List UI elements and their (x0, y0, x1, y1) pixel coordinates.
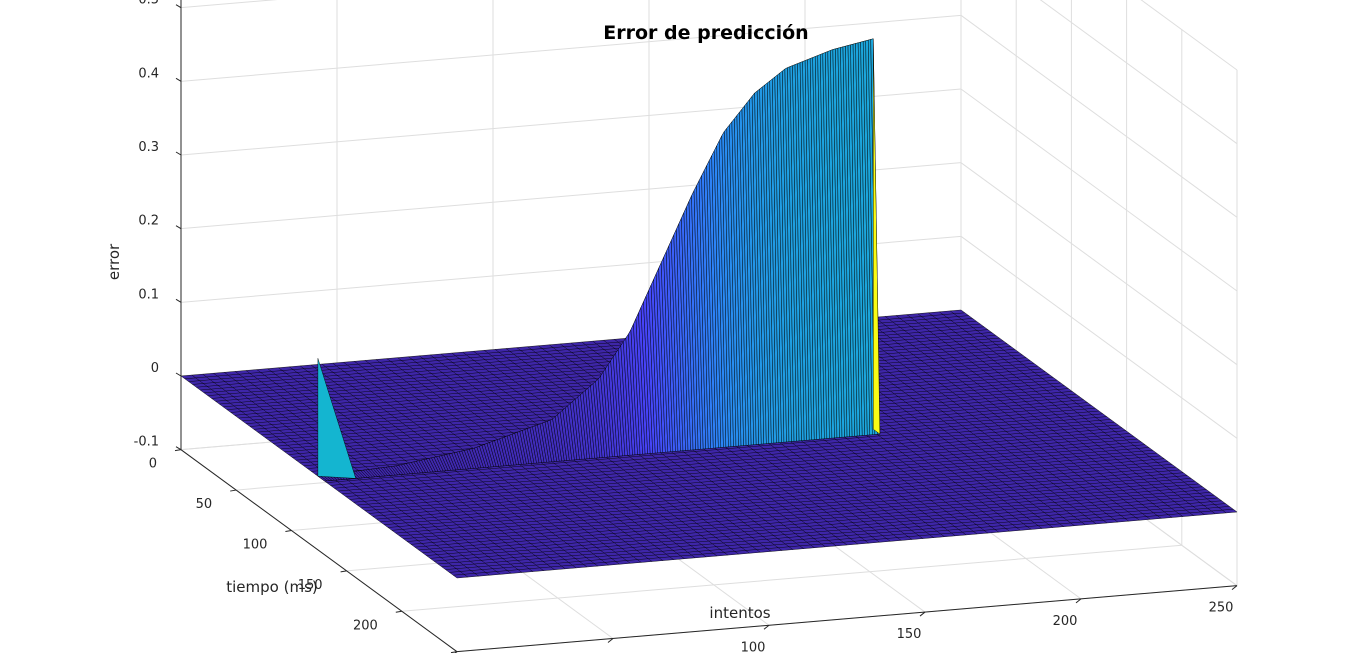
surface-mesh-line (445, 503, 1226, 570)
surface-mesh-line (453, 508, 1234, 576)
surface-end-cap (873, 38, 881, 435)
surface-mesh-line (437, 497, 1218, 565)
side-wall-grid-z (1039, 0, 1238, 145)
y-tick-mark (174, 449, 182, 452)
side-wall-grid-z (960, 14, 1238, 218)
surface-mesh-line (928, 312, 1205, 515)
x-tick-mark (1231, 585, 1238, 591)
surface-mesh-line (895, 315, 1173, 518)
surface-mesh-line (422, 486, 1203, 553)
x-tick-label: 100 (741, 640, 766, 653)
surface-mesh-line (939, 311, 1216, 515)
x-tick-label: 200 (1053, 614, 1078, 629)
surface-mesh-line (874, 317, 1151, 520)
y-tick-label: 50 (196, 497, 213, 512)
side-wall-grid-z (960, 88, 1238, 292)
surface-mesh-line (906, 314, 1183, 517)
y-tick-label: 100 (243, 537, 268, 552)
axis-layer: 050100150200250050100150200250-0.100.10.… (134, 0, 1238, 653)
z-tick-mark (175, 225, 182, 230)
surface-mesh-line (841, 319, 1118, 523)
z-tick-label: 0.4 (138, 66, 159, 81)
z-tick-label: -0.1 (134, 435, 159, 450)
surface-mesh-line (430, 492, 1211, 559)
surface-mesh-line (960, 309, 1238, 513)
x-axis-label: intentos (709, 604, 770, 622)
surface-mesh-line (418, 483, 1199, 551)
x-tick-mark (763, 624, 770, 630)
back-wall-grid-z (180, 14, 962, 82)
z-tick-mark (175, 151, 182, 156)
surface-mesh-line (863, 318, 1140, 521)
x-tick-mark (607, 638, 614, 643)
surface-mesh-line (885, 316, 1162, 519)
z-tick-mark (175, 77, 182, 82)
z-tick-mark (175, 446, 182, 451)
surface-mesh-line (441, 500, 1222, 568)
surface-layer (180, 38, 1238, 579)
y-tick-mark (395, 610, 402, 613)
z-tick-label: 0.1 (138, 287, 159, 302)
surface-mesh-line (456, 511, 1238, 579)
side-wall-grid-z (960, 235, 1238, 439)
x-tick-mark (919, 611, 926, 617)
surface-mesh-line (410, 478, 1192, 545)
x-tick-mark (1075, 598, 1082, 604)
surface-mesh-line (917, 313, 1194, 516)
y-tick-label: 150 (298, 578, 323, 593)
surface-mesh-line (433, 494, 1215, 562)
z-tick-mark (175, 372, 182, 377)
side-wall-grid-z (960, 162, 1238, 366)
x-axis-line (456, 585, 1238, 653)
surface-mesh-line (950, 310, 1227, 514)
y-axis-line (180, 449, 458, 653)
y-axis-label: tiempo (ms) (226, 578, 318, 596)
back-wall-grid-z (180, 0, 278, 9)
floor-grid-y (401, 544, 1182, 612)
surface-mesh-line (852, 318, 1129, 522)
side-wall-grid-z (1140, 0, 1238, 71)
x-tick-label: 150 (897, 627, 922, 642)
chart-title: Error de predicción (603, 22, 808, 44)
y-tick-mark (285, 529, 292, 532)
y-tick-mark (340, 570, 347, 573)
surface-mesh-line (449, 506, 1230, 573)
y-tick-label: 0 (149, 457, 157, 472)
y-tick-label: 200 (353, 618, 378, 633)
surface-mesh-line (414, 480, 1195, 548)
z-tick-label: 0 (151, 361, 159, 376)
surface-mesh-line (426, 489, 1207, 556)
x-tick-mark (454, 651, 458, 653)
z-tick-mark (175, 298, 182, 303)
z-tick-mark (175, 4, 182, 9)
surface-spike (317, 358, 357, 479)
z-axis-label: error (105, 243, 123, 280)
y-tick-mark (230, 489, 237, 492)
z-tick-label: 0.5 (138, 0, 159, 8)
z-tick-label: 0.3 (138, 140, 159, 155)
x-tick-label: 250 (1209, 601, 1234, 616)
z-tick-label: 0.2 (138, 214, 159, 229)
